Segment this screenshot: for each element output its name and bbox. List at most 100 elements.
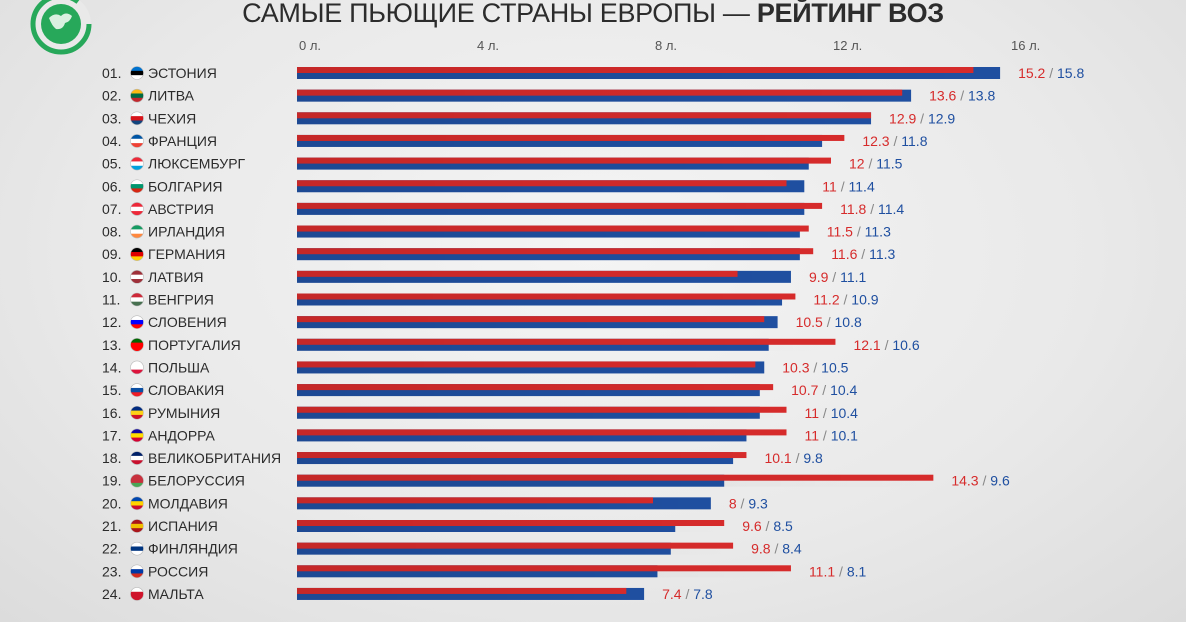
flag-icon	[130, 134, 144, 148]
red-value: 11.5	[827, 224, 853, 240]
flag-stripe	[130, 528, 144, 533]
value-separator: /	[771, 541, 783, 557]
flag-icon	[130, 451, 144, 465]
chart-title: САМЫЕ ПЬЮЩИЕ СТРАНЫ ЕВРОПЫ — РЕЙТИНГ ВОЗ	[0, 0, 1186, 30]
row-rank: 16.	[102, 405, 121, 421]
flag-icon	[130, 225, 144, 239]
flag-icon	[130, 406, 144, 420]
row-country: ЛАТВИЯ	[148, 269, 204, 285]
row-rank: 24.	[102, 586, 121, 602]
flag-stripe	[130, 134, 144, 140]
flag-border	[130, 519, 144, 533]
value-separator: /	[762, 518, 774, 534]
row-values: 9.6 / 8.5	[742, 518, 793, 534]
row-country: ФРАНЦИЯ	[148, 133, 217, 149]
row-rank: 21.	[102, 518, 121, 534]
flag-stripe	[130, 414, 144, 420]
chart-title-main: САМЫЕ ПЬЮЩИЕ СТРАНЫ ЕВРОПЫ —	[242, 0, 750, 28]
chart-row: 01. ЭСТОНИЯ 15.2 / 15.8	[102, 65, 1084, 81]
row-values: 12 / 11.5	[849, 156, 903, 172]
flag-stripe	[130, 157, 144, 162]
flag-icon	[130, 564, 144, 578]
flag-stripe	[130, 89, 144, 94]
flag-stripe	[130, 202, 144, 208]
chart-row: 13. ПОРТУГАЛИЯ 12.1 / 10.6	[102, 337, 920, 353]
bar-shade	[297, 134, 845, 147]
row-country: АНДОРРА	[148, 427, 216, 443]
row-country: ЧЕХИЯ	[148, 110, 196, 126]
flag-stripe	[130, 587, 144, 593]
flag-stripe	[130, 519, 144, 525]
row-country: ИСПАНИЯ	[148, 518, 218, 534]
row-country: БОЛГАРИЯ	[148, 178, 222, 194]
flag-stripe	[130, 474, 144, 479]
flag-stripe	[130, 505, 144, 510]
flag-stripe	[130, 433, 144, 438]
red-value: 8	[729, 495, 737, 511]
row-rank: 13.	[102, 337, 121, 353]
x-tick-label: 12 л.	[833, 38, 862, 53]
flag-icon	[130, 542, 144, 556]
row-country: ФИНЛЯНДИЯ	[148, 541, 238, 557]
row-values: 9.8 / 8.4	[751, 541, 802, 557]
red-value: 9.6	[742, 518, 762, 534]
value-separator: /	[865, 156, 877, 172]
chart-row: 14. ПОЛЬША 10.3 / 10.5	[102, 359, 849, 375]
flag-stripe	[130, 229, 144, 235]
red-value: 10.7	[791, 382, 818, 398]
flag-stripe	[130, 550, 144, 556]
row-country: ЭСТОНИЯ	[148, 65, 217, 81]
flag-border	[130, 360, 144, 375]
flag-border	[130, 270, 144, 284]
blue-value: 11.5	[876, 156, 902, 172]
bar-shade	[297, 542, 734, 555]
flag-border	[130, 156, 144, 171]
bar-shade	[297, 270, 791, 283]
row-country: ЛИТВА	[148, 88, 195, 104]
bar-shade	[297, 384, 774, 397]
blue-value: 8.5	[773, 518, 793, 534]
chart-row: 04. ФРАНЦИЯ 12.3 / 11.8	[102, 133, 928, 149]
row-rank: 14.	[102, 359, 121, 375]
flag-stripe	[130, 546, 144, 552]
blue-value: 10.4	[830, 382, 857, 398]
red-value: 10.3	[782, 359, 809, 375]
blue-value: 11.4	[878, 201, 904, 217]
flag-stripe	[130, 496, 144, 502]
row-rank: 19.	[102, 473, 121, 489]
flag-border	[130, 111, 144, 126]
chart-row: 18. ВЕЛИКОБРИТАНИЯ 10.1 / 9.8	[102, 450, 823, 466]
row-country: ВЕНГРИЯ	[148, 292, 214, 308]
flag-stripe	[130, 596, 144, 601]
flag-stripe	[130, 120, 144, 125]
flag-stripe	[130, 324, 144, 329]
row-values: 14.3 / 9.6	[951, 473, 1010, 489]
flag-stripe	[130, 406, 144, 411]
flag-border	[130, 88, 144, 103]
flag-stripe	[130, 111, 144, 117]
flag-border	[130, 451, 144, 465]
row-rank: 23.	[102, 563, 121, 579]
flag-border	[130, 564, 144, 579]
flag-stripe	[130, 247, 144, 253]
row-values: 10.5 / 10.8	[796, 314, 862, 330]
row-country: СЛОВАКИЯ	[148, 382, 224, 398]
blue-value: 11.3	[865, 224, 891, 240]
value-separator: /	[819, 427, 831, 443]
flag-border	[130, 337, 144, 352]
blue-value: 9.3	[748, 495, 768, 511]
chart-row: 22. ФИНЛЯНДИЯ 9.8 / 8.4	[102, 541, 802, 557]
row-country: ИРЛАНДИЯ	[148, 224, 225, 240]
row-country: РУМЫНИЯ	[148, 405, 220, 421]
flag-stripe	[130, 252, 144, 257]
blue-value: 11.4	[849, 178, 875, 194]
value-separator: /	[823, 314, 835, 330]
flag-stripe	[130, 338, 144, 344]
red-value: 11	[822, 178, 837, 194]
flag-stripe	[130, 460, 144, 465]
flag-stripe	[130, 274, 144, 280]
bar-shade	[297, 112, 872, 125]
red-value: 12	[849, 156, 865, 172]
chart-row: 09. ГЕРМАНИЯ 11.6 / 11.3	[102, 246, 896, 262]
flag-stripe	[130, 161, 144, 167]
